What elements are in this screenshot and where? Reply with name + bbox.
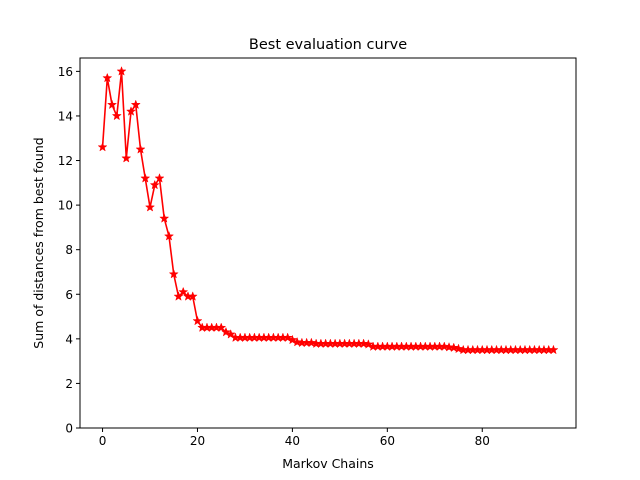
x-tick-label: 40 xyxy=(285,434,300,448)
data-point-marker xyxy=(363,339,374,349)
data-point-marker xyxy=(116,66,127,76)
data-point-marker xyxy=(130,99,141,110)
y-tick-label: 10 xyxy=(58,199,73,213)
x-tick-label: 80 xyxy=(475,434,490,448)
data-point-marker xyxy=(358,338,369,349)
data-point-marker xyxy=(287,334,298,345)
data-point-marker xyxy=(292,336,303,347)
data-point-marker xyxy=(140,173,151,183)
y-tick-label: 0 xyxy=(65,422,73,436)
data-point-marker xyxy=(163,230,175,241)
data-point-marker xyxy=(97,141,108,152)
data-point-marker xyxy=(168,268,179,279)
data-point-marker xyxy=(159,213,170,223)
y-tick-label: 4 xyxy=(65,332,73,346)
data-point-marker xyxy=(306,337,317,348)
data-point-marker xyxy=(220,326,232,337)
data-point-marker xyxy=(187,291,198,301)
data-point-marker xyxy=(149,179,160,190)
data-point-marker xyxy=(443,341,455,352)
data-point-marker xyxy=(282,332,293,343)
chart-title: Best evaluation curve xyxy=(249,37,407,53)
plot-frame xyxy=(79,57,577,429)
data-point-marker xyxy=(216,322,227,333)
x-tick-label: 20 xyxy=(190,434,205,448)
data-point-marker xyxy=(111,110,122,121)
data-point-marker xyxy=(192,315,203,326)
y-tick-label: 6 xyxy=(65,288,73,302)
x-tick-label: 0 xyxy=(99,434,107,448)
data-point-marker xyxy=(154,173,165,183)
y-tick-label: 16 xyxy=(58,65,73,79)
y-tick-label: 14 xyxy=(58,109,73,123)
data-point-marker xyxy=(121,152,132,163)
x-axis-ticks: 0 20 40 60 80 xyxy=(99,428,490,448)
x-axis-label: Markov Chains xyxy=(282,456,374,471)
data-point-marker xyxy=(439,341,450,351)
data-point-marker xyxy=(125,106,137,116)
data-point-marker xyxy=(548,344,559,355)
data-point-marker xyxy=(102,72,113,83)
series-layer xyxy=(97,66,559,355)
data-point-marker xyxy=(135,144,146,154)
y-axis-ticks: 0 2 4 6 8 10 12 14 16 xyxy=(58,65,80,436)
x-tick-label: 60 xyxy=(380,434,395,448)
data-point-marker xyxy=(106,99,118,110)
y-tick-label: 2 xyxy=(65,377,73,391)
y-tick-label: 12 xyxy=(58,154,73,168)
y-axis-label: Sum of distances from best found xyxy=(31,137,46,348)
y-tick-label: 8 xyxy=(65,243,73,257)
data-point-marker xyxy=(178,286,189,297)
data-point-marker xyxy=(144,202,156,212)
